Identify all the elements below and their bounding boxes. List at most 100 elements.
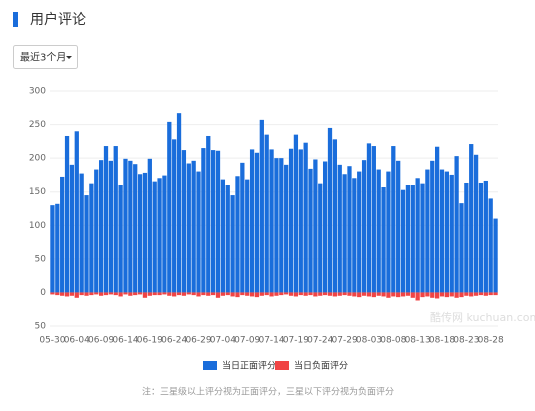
bar — [337, 164, 342, 293]
bar — [157, 178, 162, 293]
bar — [79, 292, 84, 296]
bar — [488, 292, 493, 296]
bar — [483, 180, 488, 293]
bar — [201, 292, 206, 296]
y-tick-label: 50 — [35, 254, 47, 264]
dropdown-label[interactable]: 最近3个月 — [20, 51, 66, 64]
bar — [469, 144, 474, 293]
x-tick-label: 07-24 — [307, 336, 333, 346]
bar — [147, 158, 152, 293]
bar — [264, 292, 269, 296]
bar — [439, 169, 445, 293]
bar — [176, 113, 182, 293]
bar — [303, 142, 308, 293]
bar — [274, 158, 279, 293]
bar — [157, 292, 162, 296]
bar — [478, 292, 484, 296]
bar — [240, 292, 245, 296]
bar — [69, 292, 75, 296]
bar — [303, 292, 308, 296]
bar — [459, 203, 464, 293]
bar — [376, 169, 381, 293]
bar — [64, 135, 70, 293]
bar — [196, 292, 201, 297]
x-tick-label: 06-14 — [112, 336, 138, 346]
bar — [322, 161, 328, 293]
bar — [196, 171, 201, 293]
bar — [249, 292, 255, 297]
bar — [347, 166, 352, 293]
bar — [108, 160, 114, 293]
dropdown[interactable] — [13, 45, 78, 69]
bar — [327, 127, 333, 293]
bar — [473, 292, 479, 296]
bar — [284, 164, 289, 293]
bar — [215, 150, 221, 293]
bar — [123, 292, 128, 295]
bar — [332, 139, 338, 293]
bar — [172, 139, 177, 293]
bar — [288, 148, 294, 293]
page-title: 用户评论 — [30, 11, 86, 28]
bar — [425, 169, 430, 293]
y-tick-label: 200 — [29, 154, 46, 164]
legend-swatch — [203, 361, 217, 370]
bar — [84, 195, 89, 293]
bar — [245, 292, 250, 296]
bar — [176, 292, 182, 296]
bar — [128, 292, 133, 296]
bar — [415, 292, 420, 301]
bar — [230, 195, 235, 293]
bar — [357, 292, 362, 298]
bar — [259, 119, 264, 293]
bar — [313, 292, 318, 297]
bar — [430, 292, 435, 298]
y-tick-label: 100 — [29, 221, 46, 231]
bar — [94, 169, 99, 293]
bar — [488, 198, 493, 293]
title-marker — [13, 12, 18, 27]
bar — [201, 148, 206, 293]
x-tick-label: 06-29 — [185, 336, 211, 346]
bar — [400, 189, 406, 293]
dropdown-caret — [66, 56, 72, 59]
bar — [410, 292, 415, 298]
bar — [215, 292, 221, 298]
bar — [186, 292, 191, 295]
bar — [473, 154, 479, 293]
bar — [235, 176, 240, 293]
bar — [152, 292, 157, 296]
bar — [342, 292, 347, 296]
bar — [152, 181, 157, 293]
bar — [225, 292, 230, 296]
bar — [113, 146, 118, 293]
y-tick-label: 150 — [29, 187, 46, 197]
bar — [55, 292, 60, 296]
bar — [469, 292, 474, 297]
bar — [240, 162, 245, 293]
bar — [478, 182, 484, 293]
watermark: 酷传网 kuchuan.com — [430, 311, 535, 324]
bar — [254, 152, 260, 293]
bar — [313, 159, 318, 293]
bar — [74, 131, 79, 293]
bar — [225, 185, 230, 293]
y-tick-label: 0 — [40, 288, 46, 298]
bar — [84, 292, 89, 296]
bar — [50, 205, 55, 293]
bar — [191, 292, 196, 296]
bar — [415, 178, 420, 293]
bar — [269, 292, 274, 297]
bar — [206, 292, 211, 296]
x-tick-label: 08-18 — [429, 336, 455, 346]
x-tick-label: 07-04 — [210, 336, 236, 346]
bar — [405, 292, 411, 296]
bar — [400, 292, 406, 297]
bar — [172, 292, 177, 297]
bar — [493, 218, 498, 293]
bar — [220, 179, 226, 293]
bar — [210, 292, 216, 296]
bar — [133, 164, 138, 293]
bar — [405, 185, 411, 293]
bar — [142, 292, 148, 298]
